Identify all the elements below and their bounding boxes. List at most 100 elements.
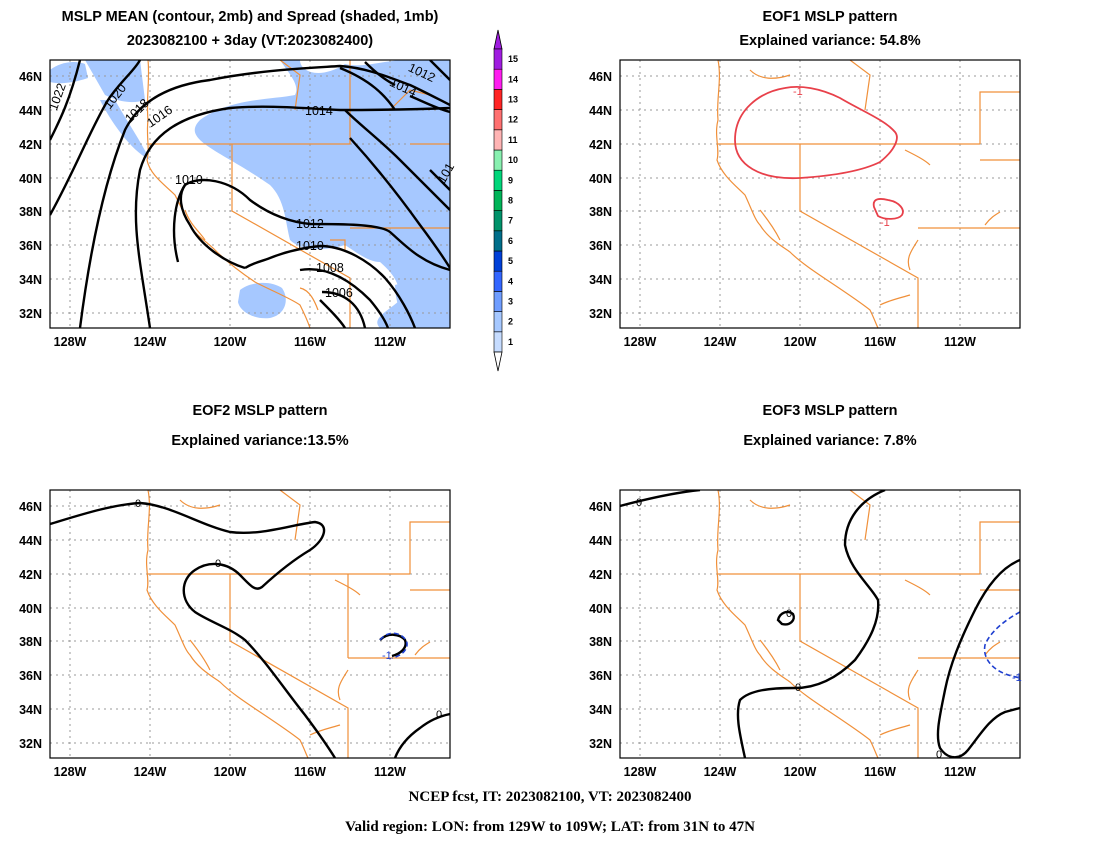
panel4-map: 0 0 0 0 -1 46N 44N 42N 40N 38N 36N 34N 3… [589,489,1022,779]
y-tick-label: 32N [19,307,42,321]
colorbar-label: 12 [508,115,518,125]
panel1-mslp-contours [50,60,450,328]
y-tick-label: 44N [589,534,612,548]
y-tick-label: 38N [589,635,612,649]
x-tick-label: 120W [214,335,247,349]
contour-label: 0 [436,709,442,721]
colorbar-label: 6 [508,236,513,246]
y-tick-label: 34N [589,273,612,287]
y-tick-label: 46N [19,70,42,84]
x-tick-label: 124W [134,765,167,779]
contour-label: 1008 [316,261,344,275]
panel4-negative-contour [983,611,1020,679]
contour-label: 1010 [175,173,203,187]
panel3-y-ticks: 46N 44N 42N 40N 38N 36N 34N 32N [19,500,42,751]
contour-label: -1 [382,650,392,662]
colorbar-label: 15 [508,54,518,64]
y-tick-label: 42N [589,138,612,152]
colorbar-cell [493,270,503,292]
panel1-map: 1022 1020 1018 1016 1014 1012 1014 1010 … [19,59,457,349]
panel1-y-ticks: 46N 44N 42N 40N 38N 36N 34N 32N [19,70,42,321]
colorbar-cell [493,48,503,70]
panel1-title-line1: MSLP MEAN (contour, 2mb) and Spread (sha… [61,9,439,25]
colorbar-label: 14 [508,74,518,84]
contour-label: -1 [1012,672,1022,684]
y-tick-label: 40N [589,602,612,616]
colorbar-label: 4 [508,276,513,286]
contour-label: 1012 [296,217,324,231]
contour-label: 1014 [305,104,333,118]
x-tick-label: 128W [54,765,87,779]
x-tick-label: 116W [864,335,896,349]
panel3-map: 0 0 0 -1 46N 44N 42N 40N 38N 36N 34N 32N… [19,489,451,779]
panel4-y-ticks: 46N 44N 42N 40N 38N 36N 34N 32N [589,500,612,751]
contour-label: 1006 [325,286,353,300]
panel4-contour-labels: 0 0 0 0 -1 [636,497,1022,761]
colorbar-cell [493,291,503,312]
panel2-title-line1: EOF1 MSLP pattern [762,9,898,25]
panel2-grid [620,60,1020,328]
y-tick-label: 36N [19,669,42,683]
colorbar-label: 2 [508,317,513,327]
colorbar-cell [493,230,503,252]
colorbar-label: 7 [508,216,513,226]
y-tick-label: 34N [19,273,42,287]
y-tick-label: 36N [589,669,612,683]
y-tick-label: 34N [19,703,42,717]
x-tick-label: 116W [294,765,326,779]
panel3-title-line1: EOF2 MSLP pattern [192,403,328,419]
colorbar-cell [493,169,503,191]
colorbar-cell [493,331,503,353]
y-tick-label: 36N [589,239,612,253]
x-tick-label: 112W [944,765,976,779]
y-tick-label: 42N [589,568,612,582]
panel1-x-ticks: 128W 124W 120W 116W 112W [54,335,407,349]
x-tick-label: 124W [134,335,167,349]
colorbar-cell [493,149,503,171]
panel3-frame [49,489,451,759]
footer-forecast-info: NCEP fcst, IT: 2023082100, VT: 202308240… [408,789,692,805]
colorbar-cell [493,250,503,272]
y-tick-label: 44N [19,104,42,118]
colorbar-label: 3 [508,297,513,307]
panel2-coastline-borders [715,60,1020,328]
colorbar-cell [493,109,503,131]
y-tick-label: 46N [589,70,612,84]
colorbar-label: 10 [508,155,518,165]
colorbar-cell [493,68,503,90]
panel3-contour-labels: 0 0 0 -1 [135,498,442,721]
y-tick-label: 40N [589,172,612,186]
contour-label: -1 [880,217,890,229]
panel2-map: -1 -1 46N 44N 42N 40N 38N 36N 34N 32N 12… [589,59,1021,349]
panel2-x-ticks: 128W 124W 120W 116W 112W [624,335,977,349]
panel2-frame [619,59,1021,329]
x-tick-label: 120W [784,765,817,779]
y-tick-label: 46N [19,500,42,514]
y-tick-label: 44N [589,104,612,118]
y-tick-label: 32N [19,737,42,751]
colorbar-cell [493,190,503,211]
y-tick-label: 36N [19,239,42,253]
y-tick-label: 38N [589,205,612,219]
y-tick-label: 34N [589,703,612,717]
colorbar-label: 5 [508,256,513,266]
x-tick-label: 124W [704,765,737,779]
colorbar-label: 8 [508,196,513,206]
panel3-eof-contours [50,501,450,758]
colorbar-label: 13 [508,95,518,105]
x-tick-label: 120W [214,765,247,779]
x-tick-label: 112W [374,335,406,349]
contour-label: 0 [795,682,801,694]
y-tick-label: 32N [589,307,612,321]
panel4-x-ticks: 128W 124W 120W 116W 112W [624,765,977,779]
colorbar-bottom-triangle [493,351,503,372]
panel4-title-line1: EOF3 MSLP pattern [762,403,898,419]
colorbar-cell [493,129,503,151]
contour-label: 0 [215,558,221,570]
x-tick-label: 112W [374,765,406,779]
panel4-grid [620,490,1020,758]
panel4-title-line2: Explained variance: 7.8% [743,433,917,449]
